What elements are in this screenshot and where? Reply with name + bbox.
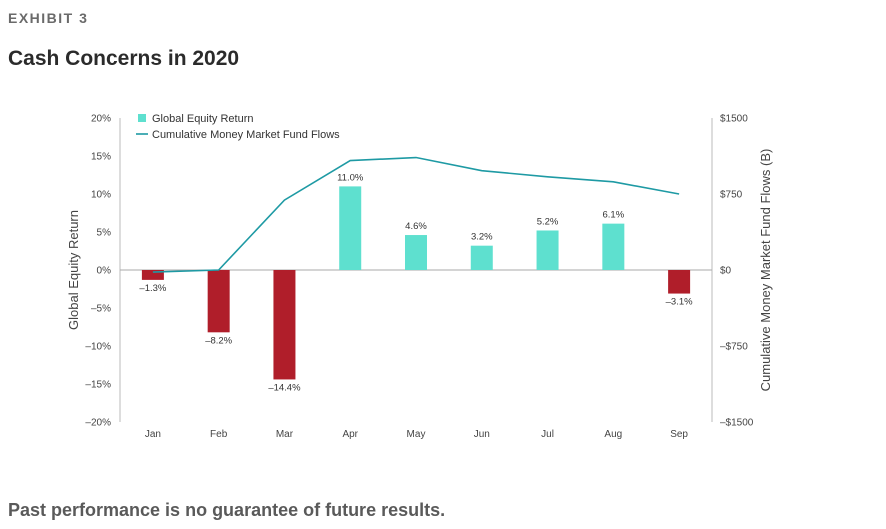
money-flow-line <box>152 156 680 273</box>
bar-data-label: 4.6% <box>405 221 427 232</box>
bar <box>602 223 625 270</box>
bar-data-label: 11.0% <box>337 172 364 183</box>
x-tick-label: Apr <box>342 429 358 440</box>
bar <box>141 270 164 280</box>
y-tick-label: –20% <box>85 418 111 429</box>
chart-title: Cash Concerns in 2020 <box>8 47 240 70</box>
y2-tick-label: $750 <box>720 190 743 201</box>
bar-data-label: 5.2% <box>537 216 559 227</box>
y-tick-label: –5% <box>91 304 111 315</box>
bar-data-label: 6.1% <box>603 210 625 221</box>
y2-tick-label: $0 <box>720 266 732 277</box>
legend-bar-swatch <box>138 114 146 122</box>
bar-data-label: –8.2% <box>205 335 232 346</box>
bar-data-label: –1.3% <box>139 283 166 294</box>
combo-chart: 20% 15% 10% 5% 0% –5% –10% –15% –20% $1500 $750 $0 –… <box>66 113 773 440</box>
bar-data-label: –3.1% <box>666 297 693 308</box>
y-tick-label: 0% <box>97 266 112 277</box>
y-tick-label: –15% <box>85 380 111 391</box>
bar <box>207 270 230 333</box>
y-tick-label: –10% <box>85 342 111 353</box>
x-tick-label: Jul <box>541 429 554 440</box>
x-tick-label: Mar <box>276 429 294 440</box>
x-tick-label: May <box>407 429 426 440</box>
bar <box>405 235 427 270</box>
y-tick-label: 20% <box>91 114 111 125</box>
bar <box>536 230 559 270</box>
exhibit-label: EXHIBIT 3 <box>8 10 89 26</box>
bar-data-label: –14.4% <box>268 382 301 393</box>
y-tick-label: 10% <box>91 190 111 201</box>
disclaimer: Past performance is no guarantee of futu… <box>8 500 446 520</box>
y-tick-label: 5% <box>97 228 112 239</box>
bar <box>668 270 691 294</box>
y2-axis-title: Cumulative Money Market Fund Flows (B) <box>758 149 773 392</box>
legend-bar-label: Global Equity Return <box>152 113 254 125</box>
y2-tick-label: –$750 <box>720 342 748 353</box>
bar-data-label: 3.2% <box>471 232 493 243</box>
y2-tick-label: –$1500 <box>720 418 754 429</box>
bar <box>273 270 296 380</box>
y-tick-label: 15% <box>91 152 111 163</box>
bar <box>339 186 362 270</box>
bar <box>470 245 493 270</box>
x-tick-label: Sep <box>670 429 688 440</box>
y-axis-title: Global Equity Return <box>66 210 81 330</box>
x-tick-label: Feb <box>210 429 228 440</box>
y2-tick-label: $1500 <box>720 114 748 125</box>
x-tick-label: Aug <box>604 429 622 440</box>
x-tick-label: Jan <box>145 429 161 440</box>
legend-line-label: Cumulative Money Market Fund Flows <box>152 129 340 141</box>
x-tick-label: Jun <box>474 429 490 440</box>
